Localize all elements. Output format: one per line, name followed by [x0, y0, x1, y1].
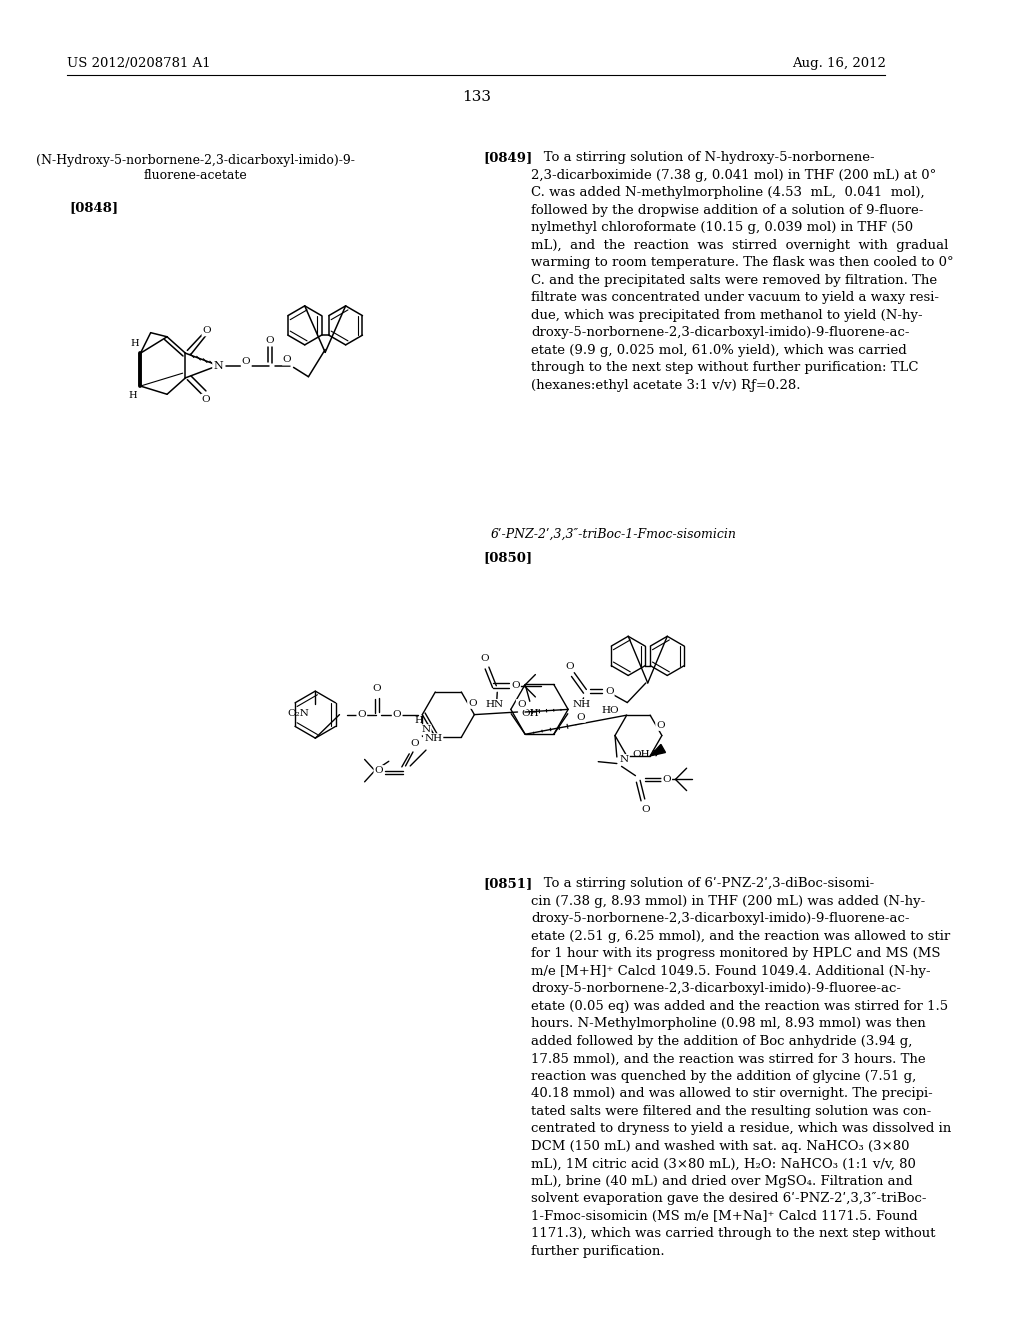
Text: OH: OH	[632, 750, 650, 759]
Text: O: O	[511, 681, 520, 690]
Text: N: N	[422, 725, 430, 734]
Text: O: O	[605, 686, 613, 696]
Text: O: O	[411, 739, 419, 748]
Text: [0848]: [0848]	[70, 201, 119, 214]
Text: Aug. 16, 2012: Aug. 16, 2012	[792, 57, 886, 70]
Text: [0850]: [0850]	[483, 550, 532, 564]
Text: NH: NH	[424, 734, 442, 743]
Text: N: N	[213, 360, 223, 371]
Text: O: O	[468, 698, 477, 708]
Text: OH: OH	[521, 709, 539, 718]
Polygon shape	[650, 744, 666, 756]
Text: N: N	[620, 755, 629, 764]
Text: O: O	[357, 710, 367, 719]
Text: O: O	[393, 710, 401, 719]
Text: O: O	[242, 358, 251, 366]
Text: O: O	[481, 655, 489, 664]
Text: O: O	[373, 684, 381, 693]
Text: H: H	[415, 715, 423, 725]
Text: O: O	[656, 721, 665, 730]
Text: HN: HN	[485, 700, 504, 709]
Text: US 2012/0208781 A1: US 2012/0208781 A1	[67, 57, 211, 70]
Text: O₂N: O₂N	[288, 709, 309, 718]
Text: O: O	[641, 805, 650, 813]
Text: (N-Hydroxy-5-norbornene-2,3-dicarboxyl-imido)-9-
fluorene-acetate: (N-Hydroxy-5-norbornene-2,3-dicarboxyl-i…	[36, 154, 354, 182]
Text: [0849]: [0849]	[483, 152, 532, 164]
Text: 6ʹ-PNZ-2ʹ,3,3″-triBoc-1-Fmoc-sisomicin: 6ʹ-PNZ-2ʹ,3,3″-triBoc-1-Fmoc-sisomicin	[490, 528, 737, 540]
Text: O: O	[202, 395, 210, 404]
Text: O: O	[265, 335, 273, 345]
Text: O: O	[283, 355, 292, 364]
Text: O: O	[375, 766, 383, 775]
Text: 133: 133	[462, 90, 490, 104]
Text: O: O	[577, 713, 585, 722]
Text: O: O	[517, 700, 525, 709]
Text: O: O	[203, 326, 211, 335]
Text: NH: NH	[572, 700, 591, 709]
Text: [0851]: [0851]	[483, 878, 532, 891]
Text: H: H	[130, 339, 139, 348]
Text: HO: HO	[602, 706, 620, 715]
Text: To a stirring solution of 6ʹ-PNZ-2ʹ,3-diBoc-sisomi-
cin (7.38 g, 8.93 mmol) in T: To a stirring solution of 6ʹ-PNZ-2ʹ,3-di…	[531, 878, 951, 1258]
Text: O: O	[565, 661, 573, 671]
Text: To a stirring solution of N-hydroxy-5-norbornene-
2,3-dicarboximide (7.38 g, 0.0: To a stirring solution of N-hydroxy-5-no…	[531, 152, 953, 392]
Text: O: O	[663, 775, 671, 784]
Text: H: H	[129, 391, 137, 400]
